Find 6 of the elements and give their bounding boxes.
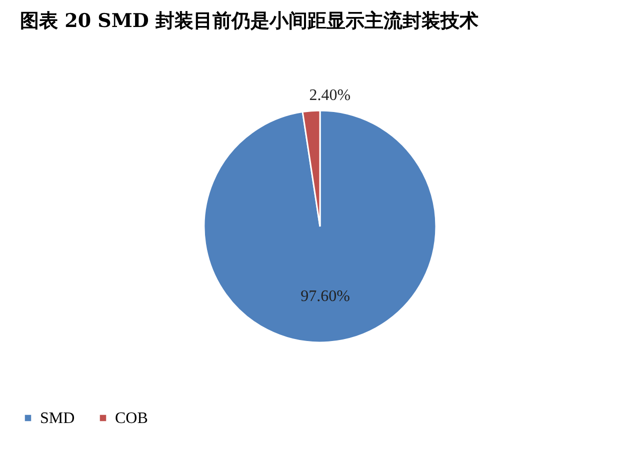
data-label: 2.40% — [309, 86, 351, 104]
data-label: 97.60% — [300, 288, 350, 305]
legend-label: COB — [115, 410, 148, 427]
chart-title: 图表 20 SMD 封装目前仍是小间距显示主流封装技术 — [20, 10, 479, 32]
pie-slice — [203, 110, 437, 344]
legend-label: SMD — [40, 410, 75, 427]
